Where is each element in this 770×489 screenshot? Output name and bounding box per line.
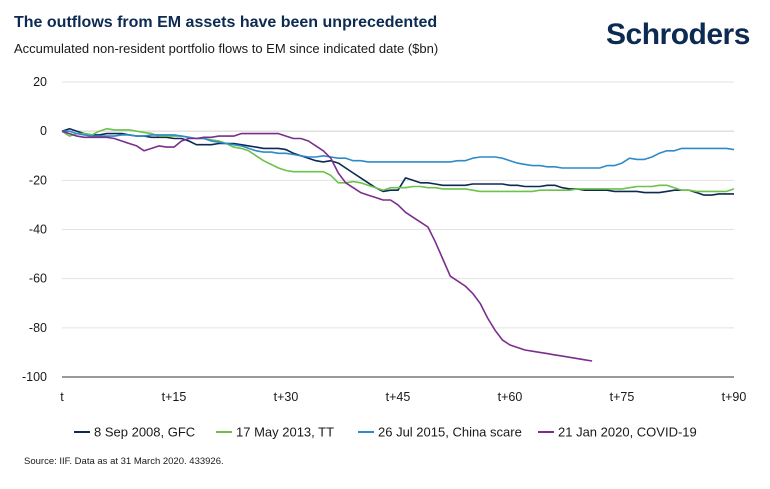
x-tick-label: t+30 bbox=[274, 390, 299, 404]
y-tick-label: -100 bbox=[22, 370, 47, 384]
legend-label: 21 Jan 2020, COVID-19 bbox=[558, 425, 697, 440]
x-tick-label: t bbox=[60, 390, 64, 404]
legend-label: 17 May 2013, TT bbox=[236, 425, 334, 440]
legend-label: 26 Jul 2015, China scare bbox=[378, 425, 522, 440]
legend-label: 8 Sep 2008, GFC bbox=[94, 425, 195, 440]
y-tick-label: 20 bbox=[33, 75, 47, 89]
chart-subtitle: Accumulated non-resident portfolio flows… bbox=[14, 41, 439, 56]
y-tick-label: -40 bbox=[29, 223, 47, 237]
series-line-1 bbox=[61, 127, 734, 196]
x-tick-label: t+45 bbox=[386, 390, 411, 404]
y-tick-label: -20 bbox=[29, 173, 47, 187]
series-line-4 bbox=[61, 130, 593, 362]
x-tick-label: t+90 bbox=[722, 390, 747, 404]
series-line-3 bbox=[62, 130, 735, 169]
y-tick-label: -80 bbox=[29, 321, 47, 335]
chart-title: The outflows from EM assets have been un… bbox=[14, 14, 438, 31]
y-tick-label: -60 bbox=[29, 272, 47, 286]
source-note: Source: IIF. Data as at 31 March 2020. 4… bbox=[24, 456, 224, 467]
x-tick-label: t+15 bbox=[162, 390, 187, 404]
x-tick-label: t+60 bbox=[498, 390, 523, 404]
series-line-2 bbox=[61, 127, 735, 193]
x-tick-label: t+75 bbox=[610, 390, 635, 404]
y-tick-label: 0 bbox=[40, 124, 47, 138]
schroders-logo: Schroders bbox=[606, 18, 750, 51]
